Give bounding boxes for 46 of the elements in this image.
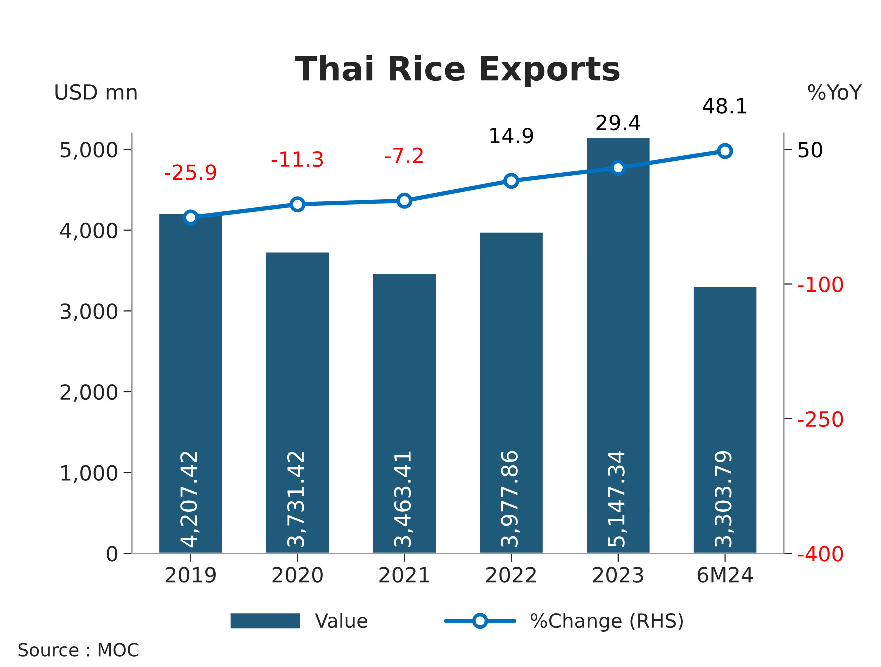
y-axis-title: USD mn <box>56 84 137 100</box>
point <box>717 143 734 160</box>
chart-title: Thai Rice Exports <box>295 55 620 88</box>
y-tick-label: 1,000 <box>62 465 118 484</box>
data-label: 3,303.79 <box>714 451 734 548</box>
legend-label: %Change (RHS) <box>531 613 684 632</box>
y2-tick-label: 50 <box>798 142 822 158</box>
data-label: 3,977.86 <box>501 451 520 548</box>
x-tick-label: 2020 <box>272 567 323 583</box>
bar <box>692 286 758 554</box>
source-note: Source : MOC <box>18 643 139 657</box>
point <box>290 196 306 213</box>
bar <box>372 273 438 554</box>
y2-tick-label: -250 <box>798 411 844 428</box>
data-label: 3,731.42 <box>287 452 307 548</box>
bar <box>265 251 331 554</box>
point <box>610 160 626 176</box>
legend-label: Value <box>315 613 368 628</box>
data-label: 4,207.42 <box>180 452 200 548</box>
y-tick-label: 3,000 <box>60 304 118 322</box>
x-tick-label: 2023 <box>593 567 644 583</box>
point <box>396 192 413 209</box>
data-label: -7.2 <box>385 148 423 164</box>
x-tick-label: 2022 <box>486 567 536 583</box>
data-label: 29.4 <box>596 114 640 131</box>
bar <box>586 136 652 554</box>
y-tick-label: 0 <box>107 546 118 562</box>
x-tick-label: 6M24 <box>698 567 754 583</box>
data-label: 3,463.41 <box>394 452 414 548</box>
point <box>504 173 520 190</box>
x-tick-label: 2019 <box>166 567 216 583</box>
y2-tick-label: -400 <box>798 546 844 562</box>
x-tick-label: 2021 <box>380 567 430 583</box>
data-label: -11.3 <box>272 151 324 168</box>
y-tick-label: 2,000 <box>60 384 118 402</box>
y2-axis-title: %YoY <box>808 84 862 100</box>
bar <box>478 231 544 554</box>
bar <box>158 212 224 554</box>
data-label: 48.1 <box>703 98 747 114</box>
y-tick-label: 4,000 <box>60 222 118 241</box>
data-label: 14.9 <box>490 128 534 144</box>
data-label: 5,147.34 <box>608 451 628 548</box>
y2-tick-label: -100 <box>798 276 844 292</box>
point <box>182 210 199 226</box>
data-label: -25.9 <box>165 164 216 180</box>
y-tick-label: 5,000 <box>60 142 118 160</box>
